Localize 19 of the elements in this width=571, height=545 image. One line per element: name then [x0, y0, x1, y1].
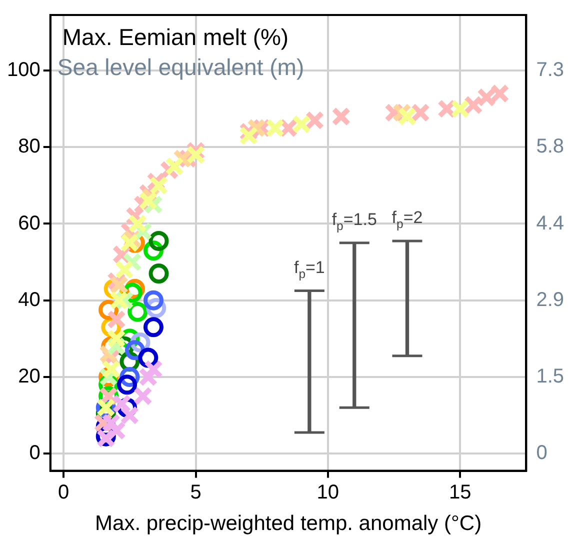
y2-tick-label: 5.8 [536, 136, 564, 158]
x-tick-label: 0 [58, 481, 70, 504]
y-tick-label: 20 [18, 365, 40, 388]
annotation: Sea level equivalent (m) [57, 54, 304, 80]
y-tick-label: 40 [18, 288, 40, 311]
x-axis-title: Max. precip-weighted temp. anomaly (°C) [95, 512, 482, 536]
y-axis-title: Max. Eemian melt (%) [62, 24, 289, 50]
x-tick-label: 10 [316, 481, 340, 504]
y2-tick-label: 0 [536, 442, 548, 464]
y-tick-label: 80 [18, 136, 40, 158]
y-tick-label: 100 [6, 59, 40, 82]
x-tick-label: 5 [190, 481, 202, 504]
x-tick-label: 15 [448, 481, 472, 504]
y2-tick-label: 7.3 [536, 59, 564, 82]
y2-tick-label: 1.5 [536, 365, 564, 388]
y-tick-label: 0 [29, 442, 40, 464]
y2-tick-label: 2.9 [536, 288, 564, 311]
y-tick-label: 60 [18, 212, 40, 234]
y2-tick-label: 4.4 [536, 212, 564, 234]
